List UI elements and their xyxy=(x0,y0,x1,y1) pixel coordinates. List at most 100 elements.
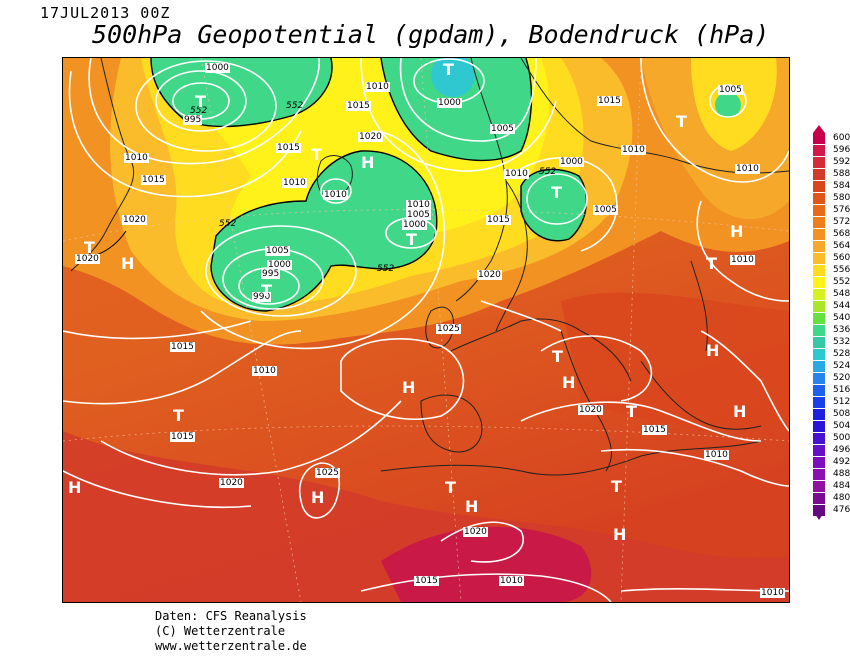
isobar-label: 1015 xyxy=(486,215,511,225)
isobar-label: 1005 xyxy=(490,124,515,134)
high-pressure-marker: H xyxy=(613,525,627,544)
legend-value: 564 xyxy=(833,241,850,251)
low-pressure-marker: T xyxy=(311,145,322,164)
isobar-label: 995 xyxy=(183,115,203,125)
date-label: 17JUL2013 00Z xyxy=(40,4,171,22)
legend-swatch xyxy=(813,397,825,408)
legend-swatch xyxy=(813,313,825,324)
footer-website: www.wetterzentrale.de xyxy=(155,639,307,653)
legend-value: 552 xyxy=(833,277,850,287)
high-pressure-marker: H xyxy=(121,254,135,273)
legend-value: 556 xyxy=(833,265,850,275)
low-pressure-marker: T xyxy=(84,238,95,257)
legend-swatch xyxy=(813,373,825,384)
isobar-label: 1010 xyxy=(282,178,307,188)
legend-value: 532 xyxy=(833,337,850,347)
isobar-label: 1010 xyxy=(504,169,529,179)
isobar-label: 1005 xyxy=(718,85,743,95)
legend-value: 492 xyxy=(833,457,850,467)
isobar-label: 1010 xyxy=(365,82,390,92)
isobar-label: 1015 xyxy=(170,342,195,352)
legend-value: 544 xyxy=(833,301,850,311)
isobar-label: 1005 xyxy=(406,210,431,220)
isobar-label: 1010 xyxy=(406,200,431,210)
legend-swatch xyxy=(813,265,825,276)
low-pressure-marker: T xyxy=(611,477,622,496)
isobar-label: 1010 xyxy=(124,153,149,163)
legend-value: 536 xyxy=(833,325,850,335)
low-pressure-marker: T xyxy=(195,92,206,111)
legend-swatch xyxy=(813,229,825,240)
low-greenland xyxy=(151,58,332,127)
legend-value: 504 xyxy=(833,421,850,431)
legend-value: 560 xyxy=(833,253,850,263)
low-scandinavia xyxy=(521,169,587,241)
low-pressure-marker: T xyxy=(626,402,637,421)
isobar-label: 990 xyxy=(252,292,272,302)
legend-value: 520 xyxy=(833,373,850,383)
isobar-label: 1000 xyxy=(402,220,427,230)
high-pressure-marker: H xyxy=(402,378,416,397)
legend-value: 512 xyxy=(833,397,850,407)
legend-value: 500 xyxy=(833,433,850,443)
legend-swatch xyxy=(813,277,825,288)
isobar-label: 1015 xyxy=(346,101,371,111)
legend-value: 516 xyxy=(833,385,850,395)
isobar-label: 1020 xyxy=(578,405,603,415)
legend-swatch xyxy=(813,145,825,156)
isobar-label: 1010 xyxy=(735,164,760,174)
legend-value: 488 xyxy=(833,469,850,479)
legend-value: 524 xyxy=(833,361,850,371)
legend-swatch xyxy=(813,349,825,360)
contour-label: 552 xyxy=(219,219,237,229)
legend-value: 540 xyxy=(833,313,850,323)
low-pressure-marker: T xyxy=(676,112,687,131)
isobar-label: 1010 xyxy=(730,255,755,265)
legend-swatch xyxy=(813,217,825,228)
legend-value: 528 xyxy=(833,349,850,359)
isobar-label: 1000 xyxy=(267,260,292,270)
high-pressure-marker: H xyxy=(706,341,720,360)
isobar-label: 1025 xyxy=(436,324,461,334)
legend-value: 588 xyxy=(833,169,850,179)
isobar-label: 1015 xyxy=(276,143,301,153)
weather-map: 1000 995 1010 1015 1020 1020 1015 1010 1015 1010 1… xyxy=(62,57,790,603)
isobar-label: 1025 xyxy=(315,468,340,478)
legend-swatch xyxy=(813,361,825,372)
high-pressure-marker: H xyxy=(730,222,744,241)
high-pressure-marker: H xyxy=(68,478,82,497)
legend-swatch xyxy=(813,493,825,504)
legend-swatch xyxy=(813,445,825,456)
low-norway-core xyxy=(431,58,475,97)
footer: Daten: CFS Reanalysis (C) Wetterzentrale… xyxy=(155,609,307,654)
legend-swatch xyxy=(813,301,825,312)
field-band-584-east xyxy=(561,292,789,430)
contour-label: 552 xyxy=(539,167,557,177)
isobar-label: 1010 xyxy=(323,190,348,200)
legend-swatch xyxy=(813,385,825,396)
low-russia xyxy=(715,92,741,118)
isobar-label: 1010 xyxy=(621,145,646,155)
field-band-588 xyxy=(63,431,789,602)
contour-552-greenland xyxy=(150,58,333,128)
low-pressure-marker: T xyxy=(406,230,417,249)
legend-swatch xyxy=(813,457,825,468)
legend-swatch xyxy=(813,157,825,168)
legend-value: 584 xyxy=(833,181,850,191)
low-pressure-marker: T xyxy=(173,406,184,425)
footer-copyright: (C) Wetterzentrale xyxy=(155,624,286,638)
isobar-label: 1020 xyxy=(358,132,383,142)
legend-swatch xyxy=(813,481,825,492)
legend-top-tip xyxy=(813,125,825,133)
legend-swatch xyxy=(813,325,825,336)
isobar-label: 1020 xyxy=(75,254,100,264)
contour-label: 552 xyxy=(377,264,395,274)
legend-swatch xyxy=(813,133,825,144)
legend-swatch xyxy=(813,289,825,300)
isobar-label: 1015 xyxy=(170,432,195,442)
legend-value: 576 xyxy=(833,205,850,215)
legend-swatch xyxy=(813,169,825,180)
legend-value: 548 xyxy=(833,289,850,299)
isobar-label: 1015 xyxy=(414,576,439,586)
isobar-label: 1010 xyxy=(252,366,277,376)
